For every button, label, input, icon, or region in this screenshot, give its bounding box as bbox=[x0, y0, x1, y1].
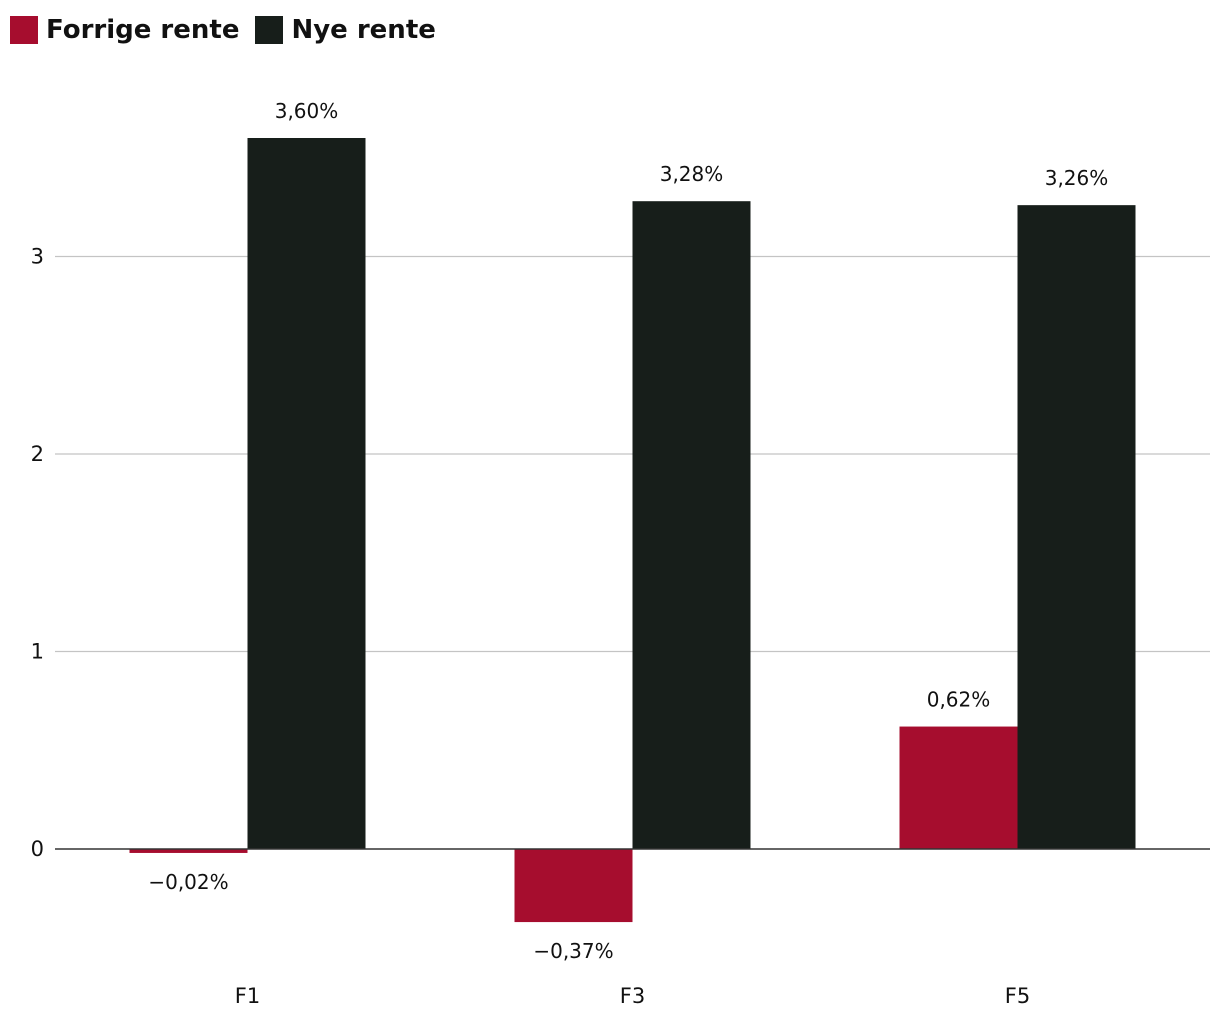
bars bbox=[129, 138, 1136, 923]
bar-nye-rente-f1 bbox=[247, 138, 366, 849]
bar-forrige-rente-f1 bbox=[129, 849, 248, 853]
data-label-forrige-rente-f3: −0,37% bbox=[533, 939, 613, 963]
data-label-forrige-rente-f1: −0,02% bbox=[148, 870, 228, 894]
legend-swatch-forrige-rente bbox=[10, 16, 38, 44]
x-tick-label-f1: F1 bbox=[235, 984, 260, 1008]
y-tick-label: 1 bbox=[31, 640, 44, 664]
legend: Forrige rente Nye rente bbox=[10, 12, 452, 48]
legend-swatch-nye-rente bbox=[255, 16, 284, 44]
x-tick-label-f5: F5 bbox=[1005, 984, 1030, 1008]
data-label-nye-rente-f5: 3,26% bbox=[1045, 166, 1109, 190]
y-tick-label: 2 bbox=[31, 442, 44, 466]
x-tick-label-f3: F3 bbox=[620, 984, 645, 1008]
bar-forrige-rente-f5 bbox=[899, 726, 1018, 849]
y-tick-label: 0 bbox=[31, 837, 44, 861]
axes: 0 1 2 3 F1 F3 F5 bbox=[31, 245, 1210, 1008]
data-label-forrige-rente-f5: 0,62% bbox=[927, 688, 991, 712]
legend-item-nye-rente: Nye rente bbox=[255, 15, 436, 45]
bar-nye-rente-f3 bbox=[632, 201, 751, 849]
data-labels: −0,02% 3,60% −0,37% 3,28% 0,62% 3,26% bbox=[148, 99, 1108, 963]
data-label-nye-rente-f3: 3,28% bbox=[660, 162, 724, 186]
data-label-nye-rente-f1: 3,60% bbox=[275, 99, 339, 123]
legend-label-nye-rente: Nye rente bbox=[291, 15, 436, 45]
bar-forrige-rente-f3 bbox=[514, 849, 633, 923]
bar-nye-rente-f5 bbox=[1017, 205, 1136, 849]
legend-label-forrige-rente: Forrige rente bbox=[46, 15, 240, 45]
legend-item-forrige-rente: Forrige rente bbox=[10, 15, 239, 45]
y-tick-label: 3 bbox=[31, 245, 44, 269]
